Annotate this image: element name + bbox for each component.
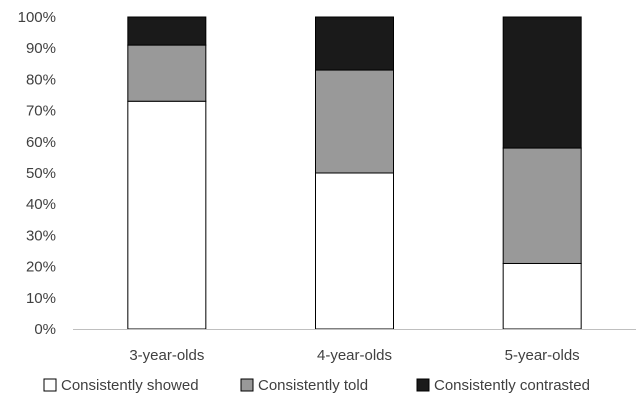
legend-label: Consistently told <box>258 377 368 394</box>
y-tick-label: 100% <box>18 9 56 26</box>
bar-segment-consistently-contrasted <box>502 16 582 149</box>
bars-group <box>127 16 582 330</box>
legend-swatch <box>43 378 57 392</box>
bar-segment-consistently-told <box>315 69 394 174</box>
bar-segment-consistently-showed <box>502 262 582 330</box>
x-axis: 3-year-olds 4-year-olds 5-year-olds <box>73 329 636 364</box>
legend-swatch <box>240 378 254 392</box>
y-tick-label: 20% <box>26 259 56 276</box>
y-tick-label: 0% <box>34 321 56 338</box>
y-tick-label: 90% <box>26 40 56 57</box>
bar-segment-consistently-contrasted <box>127 16 207 46</box>
bar-segment-consistently-told <box>502 147 582 264</box>
legend: Consistently showed Consistently told Cons… <box>43 377 590 394</box>
y-tick-label: 40% <box>26 196 56 213</box>
bar-segment-consistently-showed <box>127 100 207 330</box>
legend-swatch <box>416 378 430 392</box>
y-tick-label: 80% <box>26 71 56 88</box>
y-tick-label: 50% <box>26 165 56 182</box>
x-tick-label: 3-year-olds <box>129 347 204 364</box>
y-axis: 0% 10% 20% 30% 40% 50% 60% 70% 80% 90% 100% <box>18 9 56 338</box>
legend-label: Consistently contrasted <box>434 377 590 394</box>
y-tick-label: 30% <box>26 227 56 244</box>
bar-segment-consistently-told <box>127 44 207 102</box>
x-tick-label: 4-year-olds <box>317 347 392 364</box>
x-tick-label: 5-year-olds <box>505 347 580 364</box>
y-tick-label: 70% <box>26 103 56 120</box>
legend-label: Consistently showed <box>61 377 199 394</box>
y-tick-label: 60% <box>26 134 56 151</box>
bar-segment-consistently-contrasted <box>315 16 394 71</box>
y-tick-label: 10% <box>26 290 56 307</box>
bar-segment-consistently-showed <box>315 172 394 330</box>
